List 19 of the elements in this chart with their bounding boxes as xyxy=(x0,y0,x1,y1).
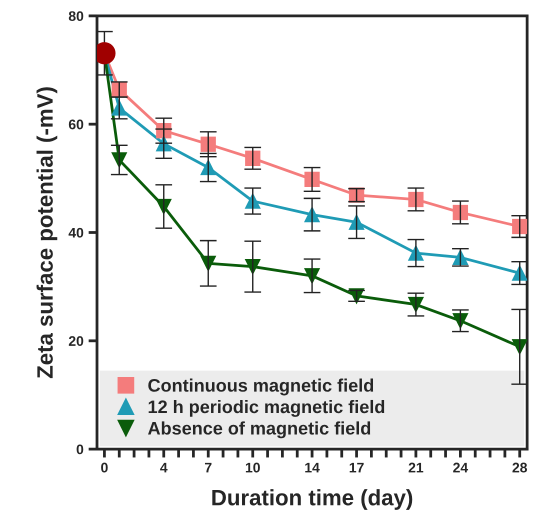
legend-label: Continuous magnetic field xyxy=(148,378,374,396)
y-tick-label: 60 xyxy=(68,120,84,130)
x-tick-label: 28 xyxy=(512,462,528,473)
y-tick-label: 0 xyxy=(76,444,84,454)
x-tick-label: 17 xyxy=(350,462,364,472)
legend-label: 12 h periodic magnetic field xyxy=(148,400,384,417)
legend-label: Absence of magnetic field xyxy=(148,421,370,438)
x-tick-label: 10 xyxy=(246,462,260,473)
x-tick-label: 4 xyxy=(160,462,168,472)
x-tick-label: 21 xyxy=(408,462,424,472)
x-tick-label: 24 xyxy=(453,462,468,472)
y-axis-title: Zeta surface potential (-mV) xyxy=(36,87,58,378)
y-tick-label: 20 xyxy=(68,336,84,346)
x-tick-label: 7 xyxy=(204,462,212,472)
x-tick-label: 14 xyxy=(305,462,320,472)
y-tick-label: 40 xyxy=(68,228,84,238)
y-tick-label: 80 xyxy=(68,11,84,22)
x-tick-label: 0 xyxy=(101,462,108,473)
x-axis-title: Duration time (day) xyxy=(212,489,412,510)
